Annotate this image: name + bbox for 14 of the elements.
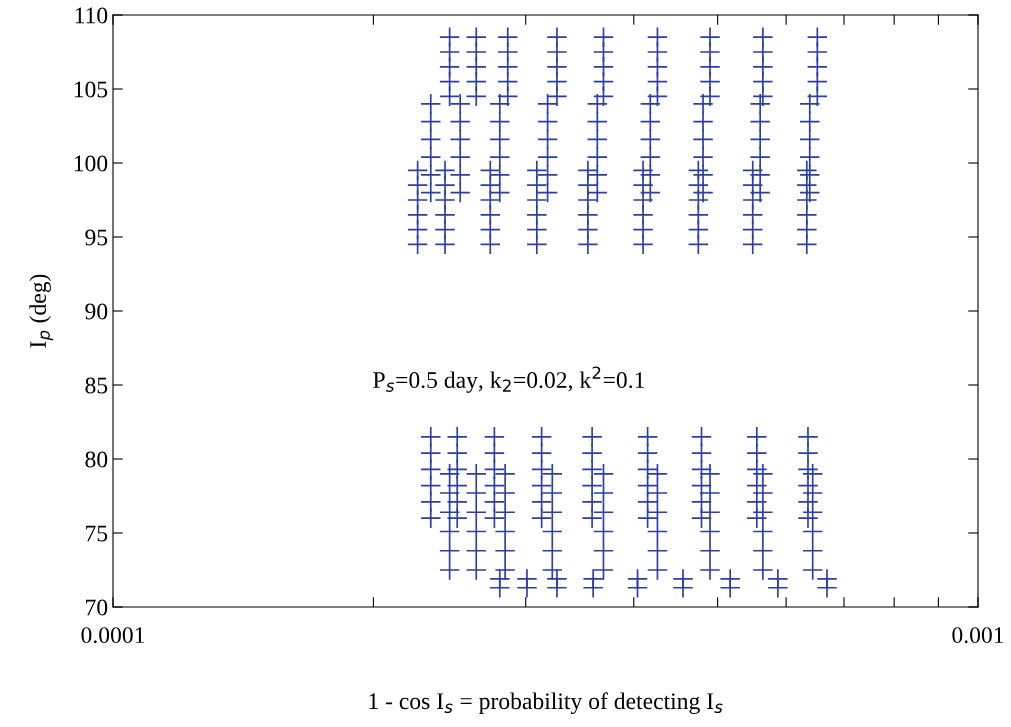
y-tick-label: 85 <box>85 377 108 394</box>
y-tick-label: 70 <box>86 599 108 616</box>
y-tick-label: 100 <box>74 155 108 172</box>
y-tick-label: 75 <box>86 525 108 542</box>
x-tick-label: 0.0001 <box>81 627 145 644</box>
y-tick-label: 105 <box>74 81 108 98</box>
y-tick-label: 95 <box>85 229 108 246</box>
annotation: P$_{s}$=0.5 day, k$_{2}$=0.02, k$^{2}$=0.1 <box>373 366 644 393</box>
x-tick-label: 0.001 <box>952 627 1004 644</box>
y-tick-label: 90 <box>85 303 108 320</box>
y-axis-title: I$_{p}$ (deg) <box>29 274 54 348</box>
y-tick-label: 80 <box>85 451 108 468</box>
x-axis-title: 1 - cos I$_{s}$ = probability of detecting I$_{s}$ <box>369 692 723 715</box>
y-tick-label: 110 <box>75 7 108 24</box>
